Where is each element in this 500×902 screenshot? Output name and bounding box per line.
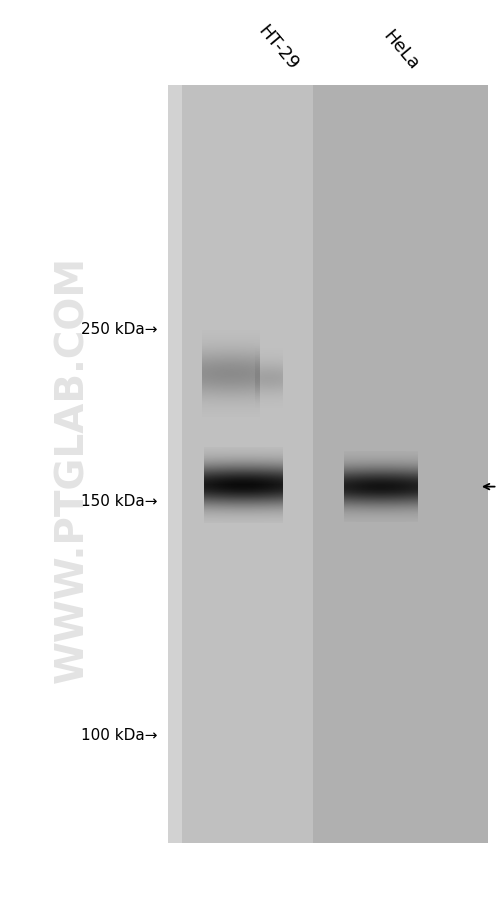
Bar [168,86,487,843]
Text: WWW.PTGLAB.COM: WWW.PTGLAB.COM [54,255,92,683]
Text: HeLa: HeLa [379,27,422,74]
Text: 100 kDa→: 100 kDa→ [81,728,158,742]
Text: HT-29: HT-29 [254,23,302,74]
Text: 150 kDa→: 150 kDa→ [81,493,158,508]
Bar [168,86,312,843]
Bar [168,86,181,843]
Text: 250 kDa→: 250 kDa→ [81,322,158,336]
Bar [312,86,488,843]
